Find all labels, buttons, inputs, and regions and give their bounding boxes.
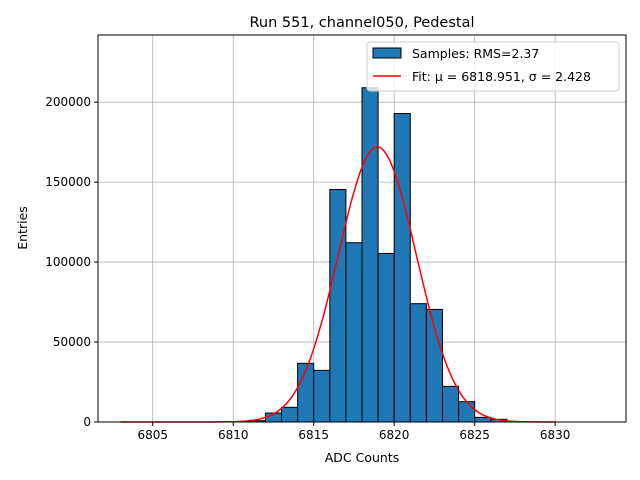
y-tick-label: 0	[83, 415, 91, 429]
y-tick-label: 200000	[45, 95, 91, 109]
histogram-bar	[474, 416, 492, 423]
histogram-bar	[458, 401, 476, 423]
bars	[248, 87, 508, 423]
histogram-bar	[329, 188, 347, 423]
plot-frame	[97, 34, 627, 423]
histogram-bar	[377, 252, 395, 423]
legend-bar-swatch	[372, 47, 402, 59]
x-tick-label: 6805	[137, 428, 168, 442]
ticks: 6805 6810 6815 6820 6825 6830 0 50000 100000 1500…	[45, 95, 570, 442]
histogram-bar	[345, 242, 363, 423]
histogram-bar	[313, 369, 331, 423]
y-tick-label: 50000	[53, 335, 91, 349]
x-tick-label: 6830	[540, 428, 571, 442]
x-tick-label: 6825	[459, 428, 490, 442]
histogram-bar	[393, 113, 411, 423]
x-tick-label: 6815	[298, 428, 329, 442]
chart-title: Run 551, channel050, Pedestal	[249, 15, 474, 31]
x-tick-label: 6820	[379, 428, 410, 442]
x-axis-label: ADC Counts	[325, 450, 400, 465]
y-axis-label: Entries	[15, 206, 30, 250]
histogram-bar	[409, 303, 427, 423]
y-tick-label: 100000	[45, 255, 91, 269]
y-tick-label: 150000	[45, 175, 91, 189]
histogram-bar	[281, 406, 299, 423]
legend-samples: Samples: RMS=2.37	[412, 46, 539, 61]
legend-box	[366, 41, 620, 92]
histogram-bar	[441, 385, 460, 423]
x-tick-label: 6810	[218, 428, 249, 442]
legend-fit: Fit: μ = 6818.951, σ = 2.428	[412, 69, 591, 84]
legend: Samples: RMS=2.37 Fit: μ = 6818.951, σ =…	[366, 41, 620, 92]
histogram-bar	[361, 87, 379, 423]
